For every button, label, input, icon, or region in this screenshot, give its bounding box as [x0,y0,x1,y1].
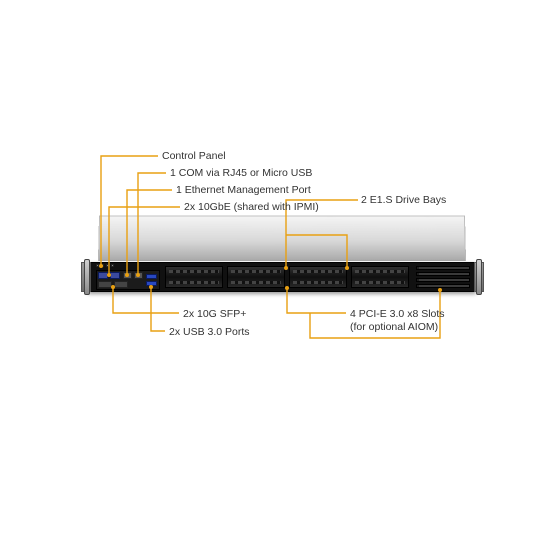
control-led [106,264,109,267]
drive-bay [289,266,347,288]
callout-pcie-line1: 4 PCI-E 3.0 x8 Slots (for optional AIOM) [350,308,445,333]
rack-handle-right [476,259,482,295]
control-led [111,264,114,267]
drive-bay [351,266,409,288]
pcie-slot [416,272,470,276]
rack-handle-left [84,259,90,295]
rj45-10gbe-port [110,272,120,279]
sfp-port [114,281,128,288]
server-top-plate [98,215,466,261]
callout-control-panel: Control Panel [162,150,226,163]
usb-port [146,274,157,279]
pcie-slot [416,266,470,270]
control-led [101,264,104,267]
callout-10gbe: 2x 10GbE (shared with IPMI) [184,201,319,214]
sfp-port [98,281,112,288]
drive-bay [165,266,223,288]
drive-bay [227,266,285,288]
callout-pcie: 4 PCI-E 3.0 x8 Slots (for optional AIOM) [350,308,490,333]
callout-usb: 2x USB 3.0 Ports [169,326,250,339]
callout-mgmt-port: 1 Ethernet Management Port [176,184,311,197]
com-port [134,272,143,279]
control-led [96,264,99,267]
mgmt-port [123,272,132,279]
diagram-stage: Control Panel 1 COM via RJ45 or Micro US… [0,0,560,560]
callout-sfp: 2x 10G SFP+ [183,308,246,321]
usb-port [146,281,157,286]
pcie-slot [416,284,470,288]
callout-e1s-bays: 2 E1.S Drive Bays [361,194,446,207]
rj45-10gbe-port [98,272,108,279]
pcie-slot [416,278,470,282]
callout-com-port: 1 COM via RJ45 or Micro USB [170,167,312,180]
